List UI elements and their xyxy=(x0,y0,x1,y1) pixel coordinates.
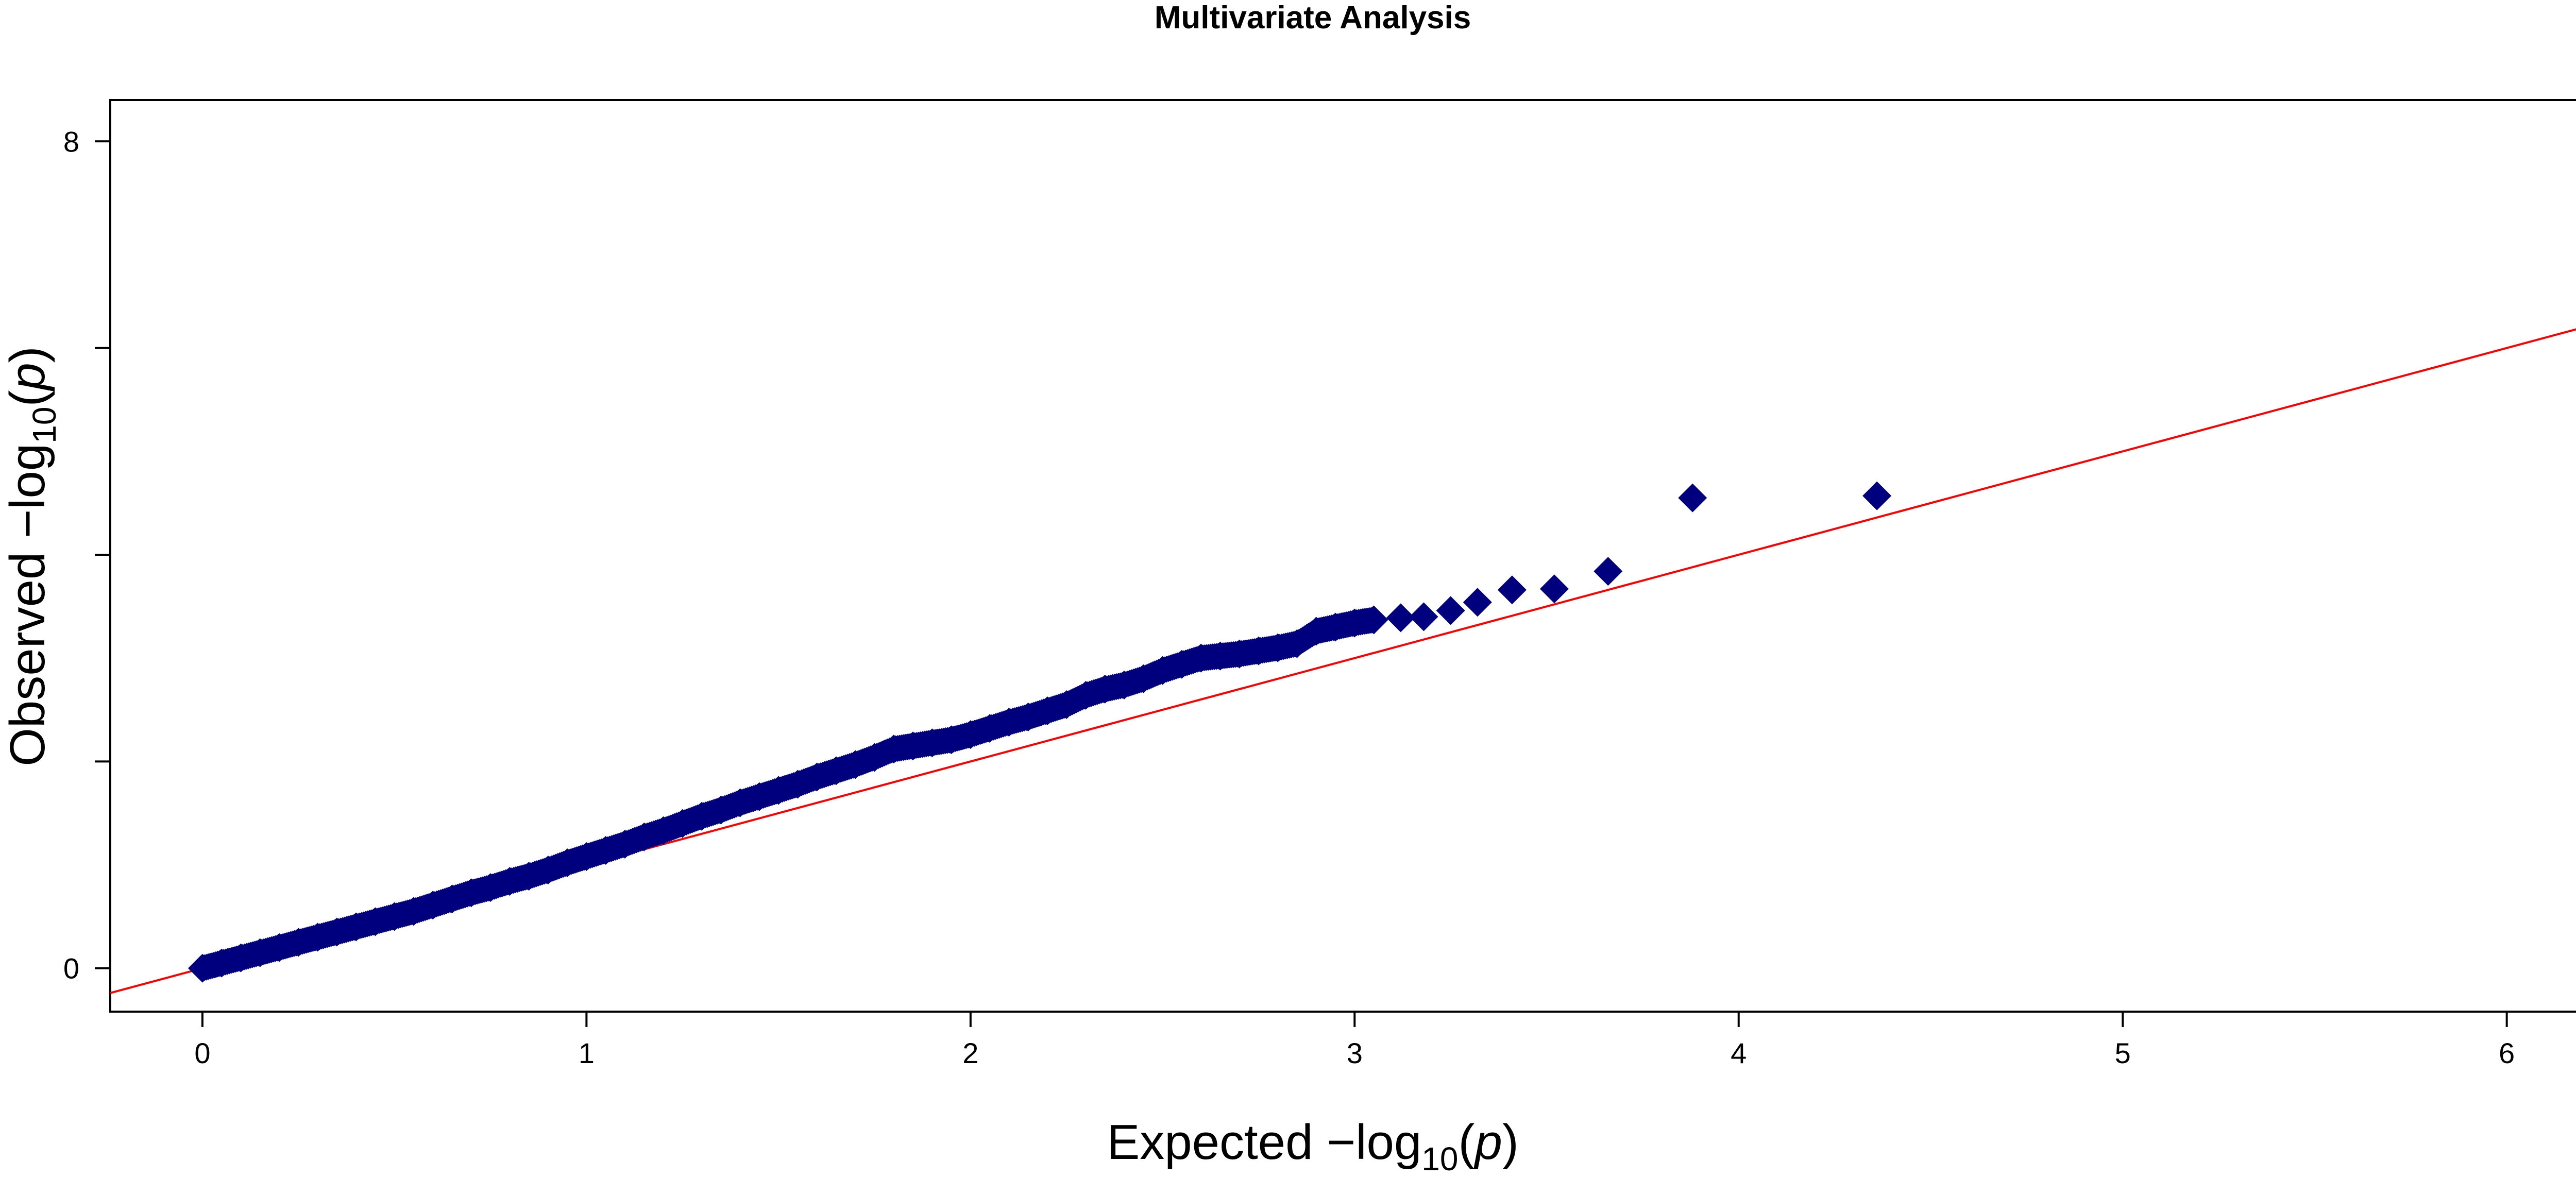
data-point xyxy=(1678,483,1707,513)
x-axis-label-prefix: Expected −log xyxy=(1107,1115,1421,1170)
x-tick-label: 1 xyxy=(579,1037,595,1069)
x-axis: 0 1 2 3 4 5 6 xyxy=(194,1012,2515,1069)
data-point xyxy=(1263,633,1293,662)
x-tick-label: 4 xyxy=(1731,1037,1747,1069)
x-axis-label-subscript: 10 xyxy=(1421,1140,1458,1177)
y-tick-label: 8 xyxy=(63,125,79,158)
data-point xyxy=(1359,605,1388,635)
data-point xyxy=(918,728,947,758)
y-axis-label-prefix: Observed −log xyxy=(0,443,55,766)
x-tick-label: 6 xyxy=(2499,1037,2515,1069)
data-point xyxy=(1594,557,1623,586)
data-point xyxy=(1386,603,1415,633)
x-tick-label: 5 xyxy=(2115,1037,2131,1069)
x-axis-label-variable: p xyxy=(1473,1115,1502,1170)
x-tick-label: 0 xyxy=(194,1037,210,1069)
y-axis-label-subscript: 10 xyxy=(26,407,63,443)
data-point xyxy=(1090,674,1120,704)
data-point xyxy=(1436,596,1465,625)
data-point xyxy=(245,938,275,967)
data-point xyxy=(1340,608,1369,638)
data-point xyxy=(1244,636,1273,665)
x-tick-label: 2 xyxy=(962,1037,978,1069)
y-axis-label: Observed −log10(p) xyxy=(0,346,63,766)
data-point xyxy=(1206,641,1235,671)
x-axis-label-close-paren: ) xyxy=(1502,1115,1519,1170)
y-axis-label-close-paren: ) xyxy=(0,346,55,363)
data-points xyxy=(188,481,1892,983)
y-axis-label-open-paren: ( xyxy=(0,390,55,407)
x-axis-label-open-paren: ( xyxy=(1458,1115,1475,1170)
data-point xyxy=(1225,639,1254,669)
data-point xyxy=(1463,588,1492,617)
data-point xyxy=(1862,481,1892,510)
data-point xyxy=(879,735,908,764)
y-axis-label-variable: p xyxy=(0,363,55,391)
data-point xyxy=(1321,612,1350,642)
data-point xyxy=(1301,617,1331,646)
data-point xyxy=(1539,574,1569,604)
data-point xyxy=(1497,575,1527,605)
data-point xyxy=(1187,643,1216,673)
plot-frame xyxy=(109,99,2576,1013)
data-point xyxy=(899,731,927,761)
data-point xyxy=(1032,696,1062,726)
data-point xyxy=(1282,629,1312,658)
y-tick-label: 0 xyxy=(63,952,79,985)
data-point xyxy=(1409,602,1438,631)
y-axis: 08 xyxy=(63,125,110,985)
x-tick-label: 3 xyxy=(1347,1037,1363,1069)
x-axis-label: Expected −log10(p) xyxy=(1107,1115,1519,1177)
chart-title: Multivariate Analysis xyxy=(1155,0,1471,36)
